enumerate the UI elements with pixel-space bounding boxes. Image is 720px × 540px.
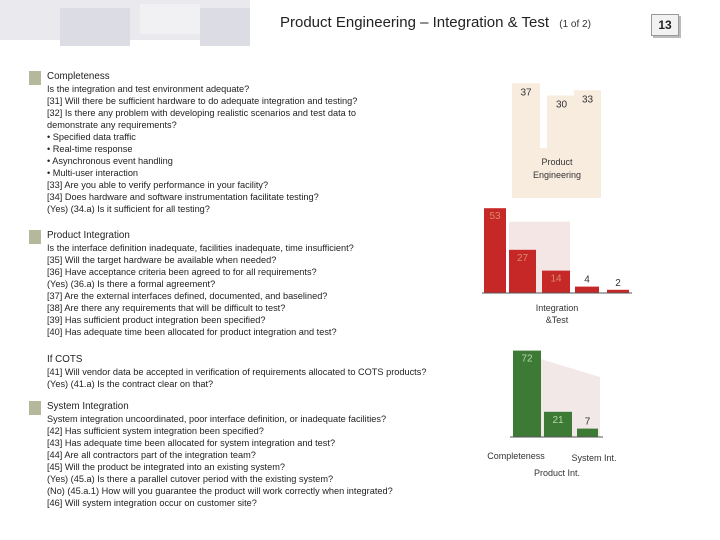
- section-product-integration: Product Integration Is the interface def…: [29, 230, 469, 338]
- section-line: (Yes) (41.a) Is the contract clear on th…: [47, 379, 214, 389]
- section-line: • Multi-user interaction: [47, 168, 139, 178]
- section-body: If COTS [41] Will vendor data be accepte…: [47, 354, 469, 390]
- section-line: [42] Has sufficient system integration b…: [47, 426, 264, 436]
- title-subtitle: (1 of 2): [559, 19, 591, 30]
- x-axis-label: Product Int.: [534, 468, 580, 478]
- section-line: [31] Will there be sufficient hardware t…: [47, 96, 358, 106]
- section-line: [35] Will the target hardware be availab…: [47, 255, 277, 265]
- section-heading: System Integration: [47, 401, 129, 412]
- section-marker: [29, 71, 41, 85]
- band-value-label: 37: [520, 87, 532, 98]
- section-line: [32] Is there any problem with developin…: [47, 108, 356, 118]
- header-decoration: [140, 4, 200, 34]
- bar-value-label: 72: [521, 354, 533, 365]
- section-line: • Specified data traffic: [47, 132, 136, 142]
- bar: [484, 208, 506, 293]
- x-axis-label: System Int.: [571, 453, 616, 463]
- band-column: [512, 83, 540, 148]
- section-line: (Yes) (45.a) Is there a parallel cutover…: [47, 474, 334, 484]
- band-value-label: 33: [582, 94, 594, 105]
- section-line: [39] Has sufficient product integration …: [47, 315, 266, 325]
- x-axis-label: Completeness: [487, 451, 545, 461]
- section-line: [33] Are you able to verify performance …: [47, 180, 269, 190]
- bar-value-label: 14: [550, 274, 562, 285]
- group-label: Product: [541, 157, 573, 167]
- section-body: Completeness Is the integration and test…: [47, 71, 469, 215]
- section-line: [38] Are there any requirements that wil…: [47, 303, 286, 313]
- bar: [513, 350, 541, 437]
- bar: [577, 428, 598, 437]
- group-label: Integration: [536, 303, 579, 313]
- section-completeness: Completeness Is the integration and test…: [29, 71, 469, 215]
- section-line: System integration uncoordinated, poor i…: [47, 414, 387, 424]
- section-system-integration: System Integration System integration un…: [29, 401, 469, 509]
- section-line: (Yes) (34.a) Is it sufficient for all te…: [47, 204, 210, 214]
- section-line: Is the interface definition inadequate, …: [47, 243, 354, 253]
- band-column: [512, 148, 601, 198]
- section-heading: If COTS: [47, 354, 83, 365]
- section-marker: [29, 401, 41, 415]
- title-text: Product Engineering – Integration & Test: [280, 14, 550, 31]
- bar-value-label: 27: [517, 253, 529, 264]
- section-line: Is the integration and test environment …: [47, 84, 250, 94]
- section-line: • Asynchronous event handling: [47, 156, 173, 166]
- band-column: [574, 90, 601, 148]
- bar: [575, 286, 599, 293]
- section-line: [40] Has adequate time been allocated fo…: [47, 327, 337, 337]
- bar-value-label: 21: [552, 415, 564, 426]
- header-decoration: [200, 8, 250, 46]
- bar-value-label: 53: [489, 211, 501, 222]
- group-label: Engineering: [533, 170, 581, 180]
- bar: [607, 289, 629, 293]
- bar-value-label: 2: [615, 278, 621, 289]
- section-line: [34] Does hardware and software instrume…: [47, 192, 319, 202]
- section-line: [44] Are all contractors part of the int…: [47, 450, 256, 460]
- bar: [542, 270, 570, 293]
- section-line: • Real-time response: [47, 144, 133, 154]
- section-heading: Completeness: [47, 71, 110, 82]
- section-line: [46] Will system integration occur on cu…: [47, 498, 257, 508]
- section-line: (Yes) (36.a) Is there a formal agreement…: [47, 279, 216, 289]
- section-cots: If COTS [41] Will vendor data be accepte…: [29, 354, 469, 390]
- group-label: &Test: [546, 315, 569, 325]
- section-line: [43] Has adequate time been allocated fo…: [47, 438, 336, 448]
- header-decoration: [60, 8, 130, 46]
- page-number: 13: [651, 14, 679, 36]
- bar: [509, 249, 536, 293]
- band-value-label: 30: [556, 100, 568, 111]
- section-line: [41] Will vendor data be accepted in ver…: [47, 367, 427, 377]
- section-line: [36] Have acceptance criteria been agree…: [47, 267, 317, 277]
- section-heading: Product Integration: [47, 230, 130, 241]
- bar-value-label: 7: [585, 417, 591, 428]
- section-body: System Integration System integration un…: [47, 401, 469, 509]
- section-line: (No) (45.a.1) How will you guarantee the…: [47, 486, 393, 496]
- bar: [544, 411, 572, 437]
- band-column: [547, 95, 576, 148]
- section-line: [37] Are the external interfaces defined…: [47, 291, 328, 301]
- section-marker: [29, 230, 41, 244]
- section-line: [45] Will the product be integrated into…: [47, 462, 285, 472]
- section-line: demonstrate any requirements?: [47, 120, 177, 130]
- section-body: Product Integration Is the interface def…: [47, 230, 469, 338]
- page-title: Product Engineering – Integration & Test…: [280, 14, 591, 31]
- bar-value-label: 4: [584, 275, 590, 286]
